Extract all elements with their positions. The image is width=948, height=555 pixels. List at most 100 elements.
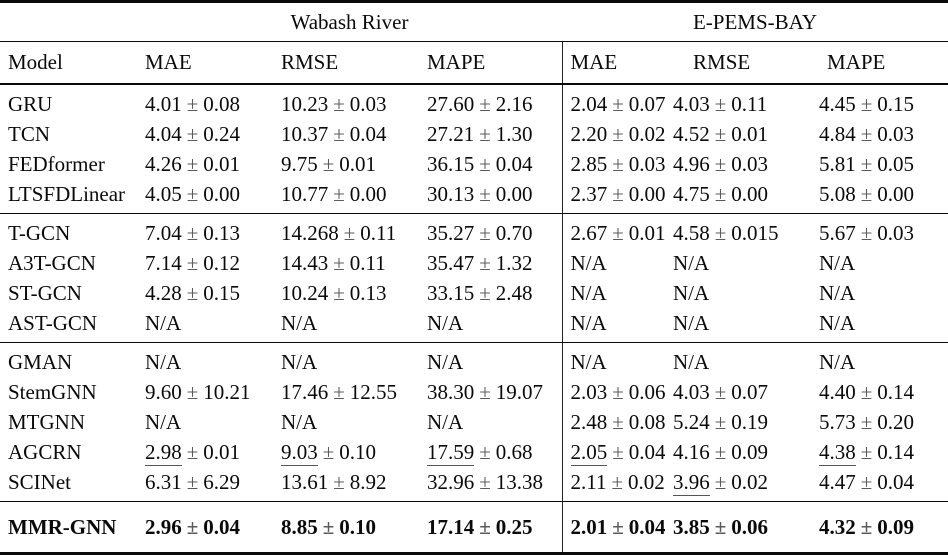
plus-minus-sign: ± (186, 121, 199, 146)
mean-value: 4.03 (673, 379, 710, 404)
plus-minus-sign: ± (860, 220, 873, 245)
std-value: 0.03 (877, 220, 915, 245)
model-cell: MTGNN (8, 409, 85, 434)
mean-value: 3.96 (673, 469, 710, 496)
mean-value: 10.37 (281, 121, 329, 146)
na-value: N/A (673, 310, 710, 335)
plus-minus-sign: ± (612, 121, 624, 146)
value-cell: 4.38 ±0.14 (811, 437, 948, 467)
plus-minus-sign: ± (612, 379, 624, 404)
value-cell: 4.40 ±0.14 (811, 377, 948, 407)
mean-value: 4.16 (673, 439, 710, 464)
table-row: AST-GCN N/A N/A N/A N/A N/A N/A (0, 308, 948, 343)
na-value: N/A (673, 349, 710, 374)
value-cell: N/A (419, 308, 562, 343)
std-value: 1.32 (495, 250, 533, 275)
plus-minus-sign: ± (714, 91, 727, 116)
value-cell: 10.24 ±0.13 (273, 278, 419, 308)
std-value: 0.02 (731, 469, 769, 494)
mean-value: 5.73 (819, 409, 856, 434)
mean-value: 9.60 (145, 379, 182, 404)
na-value: N/A (673, 280, 710, 305)
model-cell: ST-GCN (8, 280, 82, 305)
plus-minus-sign: ± (186, 280, 199, 305)
plus-minus-sign: ± (479, 91, 491, 116)
mean-value: 4.45 (819, 91, 856, 116)
std-value: 0.04 (877, 469, 915, 494)
value-cell: N/A (137, 308, 273, 343)
table-row: A3T-GCN 7.14 ±0.12 14.43 ±0.11 35.47 ±1.32 N/A N… (0, 248, 948, 278)
dataset-header-row: Wabash River E-PEMS-BAY (0, 1, 948, 42)
plus-minus-sign: ± (714, 514, 727, 539)
mean-value: 2.20 (570, 121, 608, 146)
value-cell: 10.77 ±0.00 (273, 179, 419, 214)
mean-value: 2.05 (570, 439, 608, 466)
value-cell: 33.15 ±2.48 (419, 278, 562, 308)
std-value: 2.16 (495, 91, 533, 116)
value-cell: 2.98 ±0.01 (137, 437, 273, 467)
value-cell: N/A (811, 248, 948, 278)
value-cell: 3.85 ±0.06 (665, 502, 811, 554)
column-header-wabash-rmse: RMSE (273, 41, 419, 85)
plus-minus-sign: ± (479, 151, 491, 176)
na-value: N/A (570, 250, 607, 275)
std-value: 0.03 (731, 151, 769, 176)
value-cell: 5.73 ±0.20 (811, 407, 948, 437)
value-cell: 5.67 ±0.03 (811, 214, 948, 249)
value-cell: N/A (137, 407, 273, 437)
model-cell: AGCRN (8, 439, 82, 464)
mean-value: 4.75 (673, 181, 710, 206)
value-cell: 14.43 ±0.11 (273, 248, 419, 278)
value-cell: 2.67 ±0.01 (561, 213, 666, 248)
mean-value: 36.15 (427, 151, 475, 176)
plus-minus-sign: ± (611, 469, 624, 494)
plus-minus-sign: ± (479, 250, 491, 275)
plus-minus-sign: ± (322, 514, 335, 539)
value-cell: 17.59 ±0.68 (419, 437, 562, 467)
value-cell: N/A (561, 248, 666, 278)
na-value: N/A (819, 250, 856, 275)
mean-value: 30.13 (427, 181, 475, 206)
plus-minus-sign: ± (322, 439, 335, 464)
std-value: 0.11 (731, 91, 768, 116)
mean-value: 32.96 (427, 469, 475, 494)
mean-value: 5.08 (819, 181, 856, 206)
table-row: T-GCN 7.04 ±0.13 14.268 ±0.11 35.27 ±0.70 2.67 ±… (0, 213, 948, 249)
plus-minus-sign: ± (612, 514, 624, 539)
value-cell: N/A (665, 343, 811, 378)
mean-value: 10.77 (281, 181, 329, 206)
plus-minus-sign: ± (860, 514, 873, 539)
mean-value: 2.48 (570, 409, 608, 434)
value-cell: 5.81 ±0.05 (811, 149, 948, 179)
model-cell: TCN (8, 121, 50, 146)
na-value: N/A (145, 310, 182, 335)
std-value: 0.11 (360, 220, 397, 245)
plus-minus-sign: ± (479, 280, 491, 305)
std-value: 0.01 (203, 439, 241, 464)
value-cell: N/A (137, 343, 273, 378)
value-cell: 17.14 ±0.25 (419, 502, 562, 554)
value-cell: 9.60 ±10.21 (137, 377, 273, 407)
column-header-pems-rmse: RMSE (665, 41, 812, 85)
mean-value: 27.21 (427, 121, 475, 146)
std-value: 0.04 (203, 514, 241, 539)
plus-minus-sign: ± (333, 181, 345, 206)
std-value: 0.01 (731, 121, 769, 146)
std-value: 0.00 (349, 181, 387, 206)
model-cell: T-GCN (8, 220, 71, 245)
value-cell: 27.21 ±1.30 (419, 119, 562, 149)
mean-value: 5.24 (673, 409, 710, 434)
table-row: ST-GCN 4.28 ±0.15 10.24 ±0.13 33.15 ±2.48 N/A N/… (0, 278, 948, 308)
mean-value: 4.32 (819, 514, 856, 539)
na-value: N/A (673, 250, 710, 275)
std-value: 0.06 (628, 379, 666, 404)
std-value: 0.24 (203, 121, 241, 146)
plus-minus-sign: ± (714, 181, 727, 206)
plus-minus-sign: ± (714, 151, 727, 176)
std-value: 0.01 (339, 151, 377, 176)
std-value: 0.08 (203, 91, 241, 116)
std-value: 0.04 (495, 151, 533, 176)
value-cell: 2.04 ±0.07 (561, 84, 666, 119)
mean-value: 35.47 (427, 250, 475, 275)
na-value: N/A (427, 310, 464, 335)
